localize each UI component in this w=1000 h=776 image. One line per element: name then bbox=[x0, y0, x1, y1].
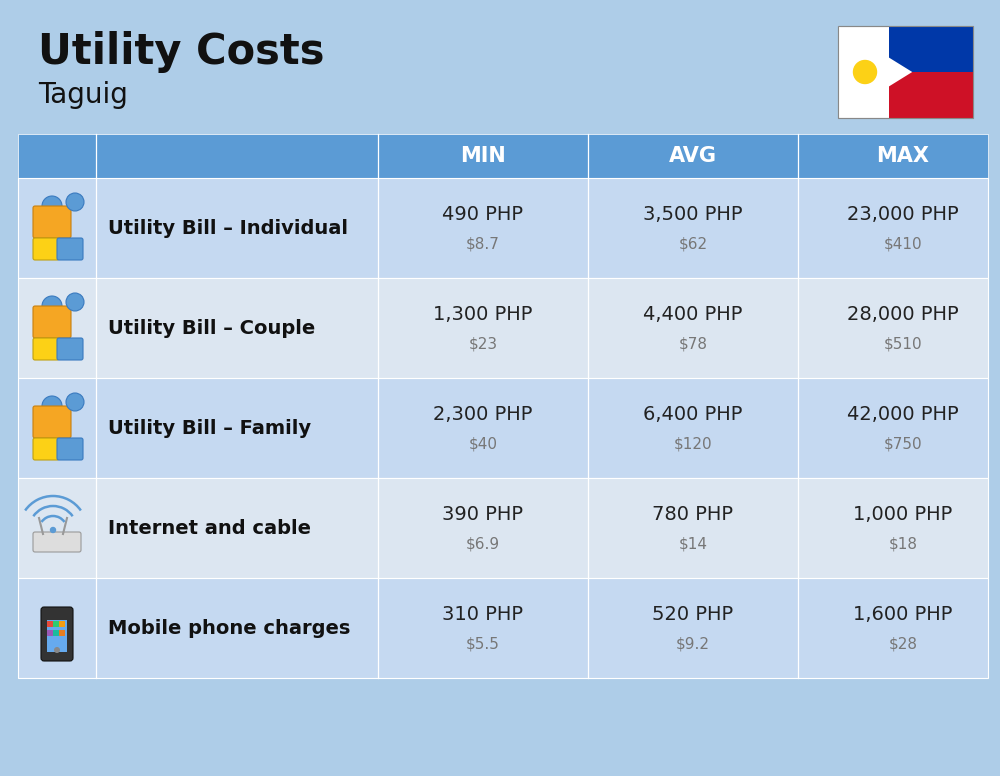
FancyBboxPatch shape bbox=[18, 578, 988, 678]
FancyBboxPatch shape bbox=[59, 621, 65, 627]
Text: Mobile phone charges: Mobile phone charges bbox=[108, 618, 350, 638]
Text: 1,300 PHP: 1,300 PHP bbox=[433, 306, 533, 324]
Text: 1,000 PHP: 1,000 PHP bbox=[853, 505, 953, 525]
Text: 390 PHP: 390 PHP bbox=[442, 505, 524, 525]
FancyBboxPatch shape bbox=[33, 438, 59, 460]
Text: $120: $120 bbox=[674, 436, 712, 452]
Text: $6.9: $6.9 bbox=[466, 536, 500, 552]
Text: 520 PHP: 520 PHP bbox=[652, 605, 734, 625]
FancyBboxPatch shape bbox=[59, 630, 65, 636]
Text: 4,400 PHP: 4,400 PHP bbox=[643, 306, 743, 324]
Text: $40: $40 bbox=[468, 436, 498, 452]
Text: 23,000 PHP: 23,000 PHP bbox=[847, 206, 959, 224]
FancyBboxPatch shape bbox=[47, 621, 53, 627]
Text: $14: $14 bbox=[678, 536, 708, 552]
Text: $9.2: $9.2 bbox=[676, 636, 710, 652]
Text: 780 PHP: 780 PHP bbox=[652, 505, 734, 525]
FancyBboxPatch shape bbox=[18, 178, 988, 278]
FancyBboxPatch shape bbox=[57, 438, 83, 460]
Circle shape bbox=[50, 528, 56, 532]
Text: $23: $23 bbox=[468, 337, 498, 352]
Text: MAX: MAX bbox=[877, 146, 930, 166]
Text: $410: $410 bbox=[884, 237, 922, 251]
Circle shape bbox=[66, 293, 84, 311]
Circle shape bbox=[854, 61, 876, 84]
Circle shape bbox=[66, 393, 84, 411]
Text: Utility Costs: Utility Costs bbox=[38, 31, 324, 73]
FancyBboxPatch shape bbox=[18, 278, 988, 378]
FancyBboxPatch shape bbox=[33, 532, 81, 552]
Text: 28,000 PHP: 28,000 PHP bbox=[847, 306, 959, 324]
Circle shape bbox=[42, 296, 62, 316]
Text: $28: $28 bbox=[889, 636, 918, 652]
FancyBboxPatch shape bbox=[41, 607, 73, 661]
Circle shape bbox=[42, 396, 62, 416]
Text: $750: $750 bbox=[884, 436, 922, 452]
Text: $18: $18 bbox=[889, 536, 918, 552]
Text: 6,400 PHP: 6,400 PHP bbox=[643, 406, 743, 424]
FancyBboxPatch shape bbox=[57, 338, 83, 360]
FancyBboxPatch shape bbox=[33, 206, 71, 238]
Text: $78: $78 bbox=[678, 337, 708, 352]
Text: 1,600 PHP: 1,600 PHP bbox=[853, 605, 953, 625]
Text: 310 PHP: 310 PHP bbox=[442, 605, 524, 625]
Text: Utility Bill – Couple: Utility Bill – Couple bbox=[108, 318, 315, 338]
Polygon shape bbox=[838, 26, 912, 118]
FancyBboxPatch shape bbox=[889, 72, 973, 118]
Circle shape bbox=[54, 647, 60, 653]
FancyBboxPatch shape bbox=[18, 378, 988, 478]
Text: $5.5: $5.5 bbox=[466, 636, 500, 652]
FancyBboxPatch shape bbox=[838, 26, 973, 118]
FancyBboxPatch shape bbox=[33, 238, 59, 260]
Text: 2,300 PHP: 2,300 PHP bbox=[433, 406, 533, 424]
Text: MIN: MIN bbox=[460, 146, 506, 166]
Text: $510: $510 bbox=[884, 337, 922, 352]
Circle shape bbox=[42, 196, 62, 216]
Text: 490 PHP: 490 PHP bbox=[442, 206, 524, 224]
FancyBboxPatch shape bbox=[18, 478, 988, 578]
FancyBboxPatch shape bbox=[889, 26, 973, 72]
FancyBboxPatch shape bbox=[47, 630, 53, 636]
Text: Utility Bill – Family: Utility Bill – Family bbox=[108, 418, 311, 438]
Text: $62: $62 bbox=[678, 237, 708, 251]
Text: Taguig: Taguig bbox=[38, 81, 128, 109]
Text: AVG: AVG bbox=[669, 146, 717, 166]
Circle shape bbox=[66, 193, 84, 211]
Text: Internet and cable: Internet and cable bbox=[108, 518, 311, 538]
FancyBboxPatch shape bbox=[33, 406, 71, 438]
Text: Utility Bill – Individual: Utility Bill – Individual bbox=[108, 219, 348, 237]
Text: $8.7: $8.7 bbox=[466, 237, 500, 251]
Text: 42,000 PHP: 42,000 PHP bbox=[847, 406, 959, 424]
FancyBboxPatch shape bbox=[33, 306, 71, 338]
FancyBboxPatch shape bbox=[33, 338, 59, 360]
Text: 3,500 PHP: 3,500 PHP bbox=[643, 206, 743, 224]
FancyBboxPatch shape bbox=[53, 621, 59, 627]
FancyBboxPatch shape bbox=[57, 238, 83, 260]
FancyBboxPatch shape bbox=[53, 630, 59, 636]
FancyBboxPatch shape bbox=[18, 134, 988, 178]
FancyBboxPatch shape bbox=[47, 620, 67, 652]
